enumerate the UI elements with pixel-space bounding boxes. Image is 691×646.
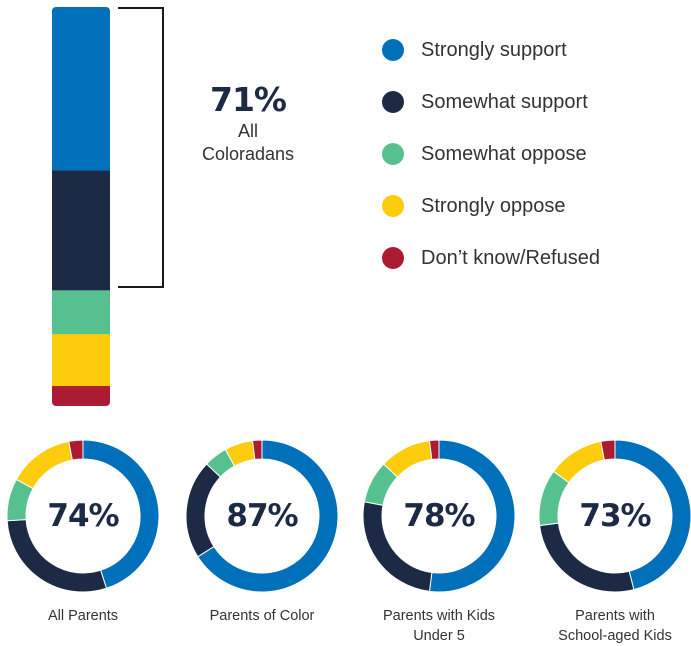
- donut-label-line: School-aged Kids: [558, 628, 672, 644]
- donut-group-label: Parents of Color: [170, 606, 354, 626]
- legend-swatch: [382, 195, 404, 217]
- donut-group-label: Parents with School-aged Kids: [523, 606, 691, 646]
- bar-segment-strongly-oppose: [52, 334, 110, 387]
- donut-slice-dont-know: [251, 440, 263, 461]
- legend-item-somewhat-oppose: Somewhat oppose: [382, 128, 600, 180]
- legend-swatch: [382, 91, 404, 113]
- donut-label-line: Parents with Kids: [382, 608, 496, 624]
- donut-label-line: Parents with: [575, 608, 655, 624]
- stacked-bar-all-coloradans: [52, 7, 110, 406]
- donut-center-percentage: 74%: [47, 498, 119, 534]
- donut-parents-school-aged-kids: 73% Parents with School-aged Kids: [539, 440, 691, 644]
- legend-label: Strongly support: [421, 38, 567, 61]
- donut-parents-of-color: 87% Parents of Color: [186, 440, 338, 624]
- donut-label-line: Parents of Color: [209, 608, 315, 624]
- legend-swatch: [382, 143, 404, 165]
- donut-chart: [539, 440, 691, 592]
- donut-slice-strongly-support: [428, 440, 515, 592]
- donut-label-line: Under 5: [413, 628, 465, 644]
- donut-slice-strongly-support: [197, 440, 338, 592]
- callout-percentage: 71%: [210, 80, 287, 119]
- donut-slice-dont-know: [68, 440, 84, 461]
- bar-segment-somewhat-support: [52, 170, 110, 291]
- donut-all-parents: 74% All Parents: [7, 440, 159, 624]
- donut-center-percentage: 87%: [226, 498, 298, 534]
- donut-parents-kids-under-5: 78% Parents with Kids Under 5: [363, 440, 515, 644]
- legend-label: Somewhat oppose: [421, 142, 587, 165]
- donut-center-percentage: 78%: [403, 498, 475, 534]
- donut-slice-dont-know: [600, 440, 616, 461]
- legend-item-strongly-oppose: Strongly oppose: [382, 180, 600, 232]
- legend-item-strongly-support: Strongly support: [382, 24, 600, 76]
- legend: Strongly support Somewhat support Somewh…: [382, 24, 600, 284]
- donut-center-percentage: 73%: [579, 498, 651, 534]
- donut-chart: [186, 440, 338, 592]
- bar-segment-strongly-support: [52, 7, 110, 172]
- donut-label-line: All Parents: [47, 608, 119, 624]
- donut-chart: [7, 440, 159, 592]
- callout: 71% All Coloradans: [168, 80, 328, 166]
- legend-swatch: [382, 247, 404, 269]
- bar-segment-dont-know: [52, 386, 110, 406]
- legend-label: Somewhat support: [421, 90, 588, 113]
- callout-label-line2: Coloradans: [201, 144, 295, 164]
- support-bracket: [118, 7, 164, 288]
- legend-swatch: [382, 39, 404, 61]
- donut-slice-dont-know: [428, 440, 440, 461]
- legend-item-dont-know: Don’t know/Refused: [382, 232, 600, 284]
- bar-segment-somewhat-oppose: [52, 290, 110, 335]
- legend-label: Don’t know/Refused: [421, 246, 600, 269]
- legend-label: Strongly oppose: [421, 194, 566, 217]
- donut-chart: [363, 440, 515, 592]
- legend-item-somewhat-support: Somewhat support: [382, 76, 600, 128]
- donut-group-label: All Parents: [0, 606, 175, 626]
- callout-label-line1: All: [237, 121, 258, 141]
- donut-group-label: Parents with Kids Under 5: [347, 606, 531, 646]
